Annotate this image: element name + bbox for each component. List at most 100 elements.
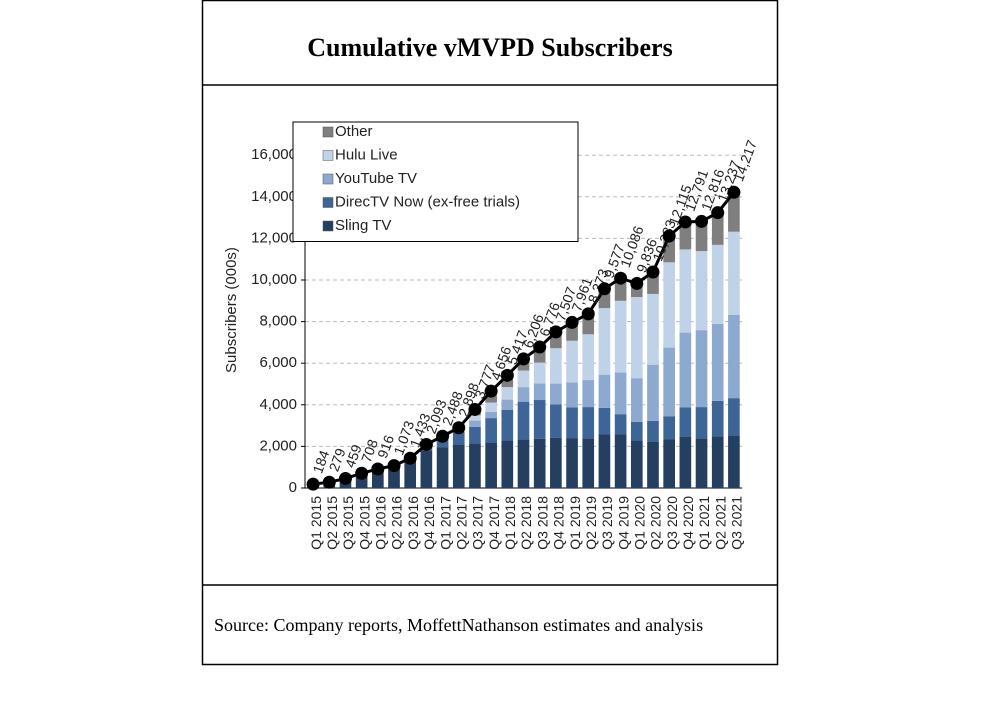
bar-segment [711, 244, 724, 324]
total-marker [533, 340, 547, 354]
total-marker [452, 421, 466, 435]
bar-segment [598, 407, 611, 435]
bar-segment [598, 308, 611, 375]
x-tick-label: Q3 2015 [340, 496, 356, 550]
x-tick-label: Q2 2020 [648, 496, 664, 550]
x-tick-label: Q3 2018 [534, 496, 550, 550]
total-marker [484, 384, 498, 398]
x-tick-label: Q1 2015 [308, 496, 324, 550]
bar-segment [452, 431, 465, 445]
bar-segment [647, 420, 659, 442]
bar-segment [695, 221, 708, 252]
bar-segment [663, 347, 675, 417]
bar-segment [728, 435, 740, 488]
legend-label: YouTube TV [335, 170, 417, 187]
bar-segment [728, 192, 740, 232]
bar-segment [566, 382, 578, 408]
bar-segment [728, 231, 740, 315]
data-label: 708 [358, 437, 381, 465]
legend-swatch [322, 220, 334, 232]
x-tick-label: Q3 2019 [599, 496, 615, 550]
bar-segment [436, 447, 449, 488]
bar-segment [582, 334, 595, 381]
x-tick-label: Q1 2016 [373, 496, 389, 550]
bar-segment [517, 439, 530, 488]
bar-segment [695, 438, 708, 488]
x-tick-label: Q3 2017 [470, 496, 486, 550]
total-marker [597, 282, 611, 296]
bar-segment [614, 300, 627, 373]
total-marker [711, 206, 725, 220]
y-tick-label: 16,000 [251, 146, 297, 163]
x-tick-label: Q4 2015 [356, 496, 372, 550]
bar-segment [663, 236, 675, 263]
bar-segment [711, 436, 724, 488]
total-marker [614, 271, 628, 285]
bar-segment [550, 383, 562, 405]
bar-segment [469, 420, 481, 427]
bar-segment [566, 322, 578, 341]
total-marker [727, 185, 741, 199]
total-marker [581, 307, 595, 321]
total-marker [355, 466, 369, 480]
bar-segment [630, 297, 643, 379]
bar-segment [679, 332, 692, 408]
x-tick-label: Q4 2020 [680, 496, 696, 550]
x-tick-label: Q4 2018 [551, 496, 567, 550]
x-tick-label: Q3 2020 [664, 496, 680, 550]
bar-segment [550, 331, 562, 349]
y-tick-label: 6,000 [259, 354, 297, 371]
x-tick-label: Q2 2021 [712, 496, 728, 550]
bar-segment [372, 468, 384, 488]
y-tick-label: 12,000 [251, 229, 297, 246]
legend-label: Other [335, 123, 373, 140]
bar-segment [663, 262, 675, 348]
bar-segment [485, 402, 497, 412]
total-marker [565, 315, 579, 329]
bar-segment [647, 293, 659, 365]
bar-segment [647, 364, 659, 421]
bar-segment [550, 437, 562, 488]
total-marker [517, 352, 530, 366]
total-marker [338, 471, 352, 485]
bar-segment [485, 411, 497, 419]
bar-segment [614, 278, 627, 301]
x-tick-label: Q1 2021 [696, 496, 712, 550]
bar-segment [582, 380, 595, 408]
bar-segment [598, 288, 611, 309]
legend-swatch [322, 150, 334, 161]
x-tick-label: Q1 2020 [631, 496, 647, 550]
bar-segment [614, 372, 627, 415]
bar-segment [679, 221, 692, 250]
bar-segment [630, 283, 643, 298]
bar-segment [630, 378, 643, 422]
x-tick-label: Q2 2017 [453, 496, 469, 550]
total-marker [549, 325, 563, 339]
total-marker [306, 477, 320, 491]
y-tick-label: 8,000 [259, 313, 297, 330]
bar-segment [533, 362, 546, 384]
total-marker [630, 276, 644, 290]
x-tick-label: Q1 2018 [502, 496, 518, 550]
x-tick-label: Q1 2019 [567, 496, 583, 550]
bar-segment [452, 444, 465, 488]
bar-segment [501, 440, 514, 488]
bar-segment [469, 426, 481, 444]
total-marker [322, 475, 336, 489]
total-marker [468, 402, 482, 416]
bar-segment [404, 458, 417, 488]
total-marker [500, 368, 514, 382]
source: Source: Company reports, MoffettNathanso… [214, 615, 704, 635]
y-tick-label: 2,000 [259, 437, 297, 454]
bar-segment [501, 410, 514, 441]
bar-segment [388, 465, 400, 488]
x-tick-label: Q3 2016 [405, 496, 421, 550]
y-tick-label: 4,000 [259, 396, 297, 413]
bar-segment [711, 212, 724, 245]
bar-segment [695, 330, 708, 408]
x-tick-label: Q4 2019 [615, 496, 631, 550]
bar-segment [598, 374, 611, 408]
legend-label: Hulu Live [335, 146, 398, 163]
